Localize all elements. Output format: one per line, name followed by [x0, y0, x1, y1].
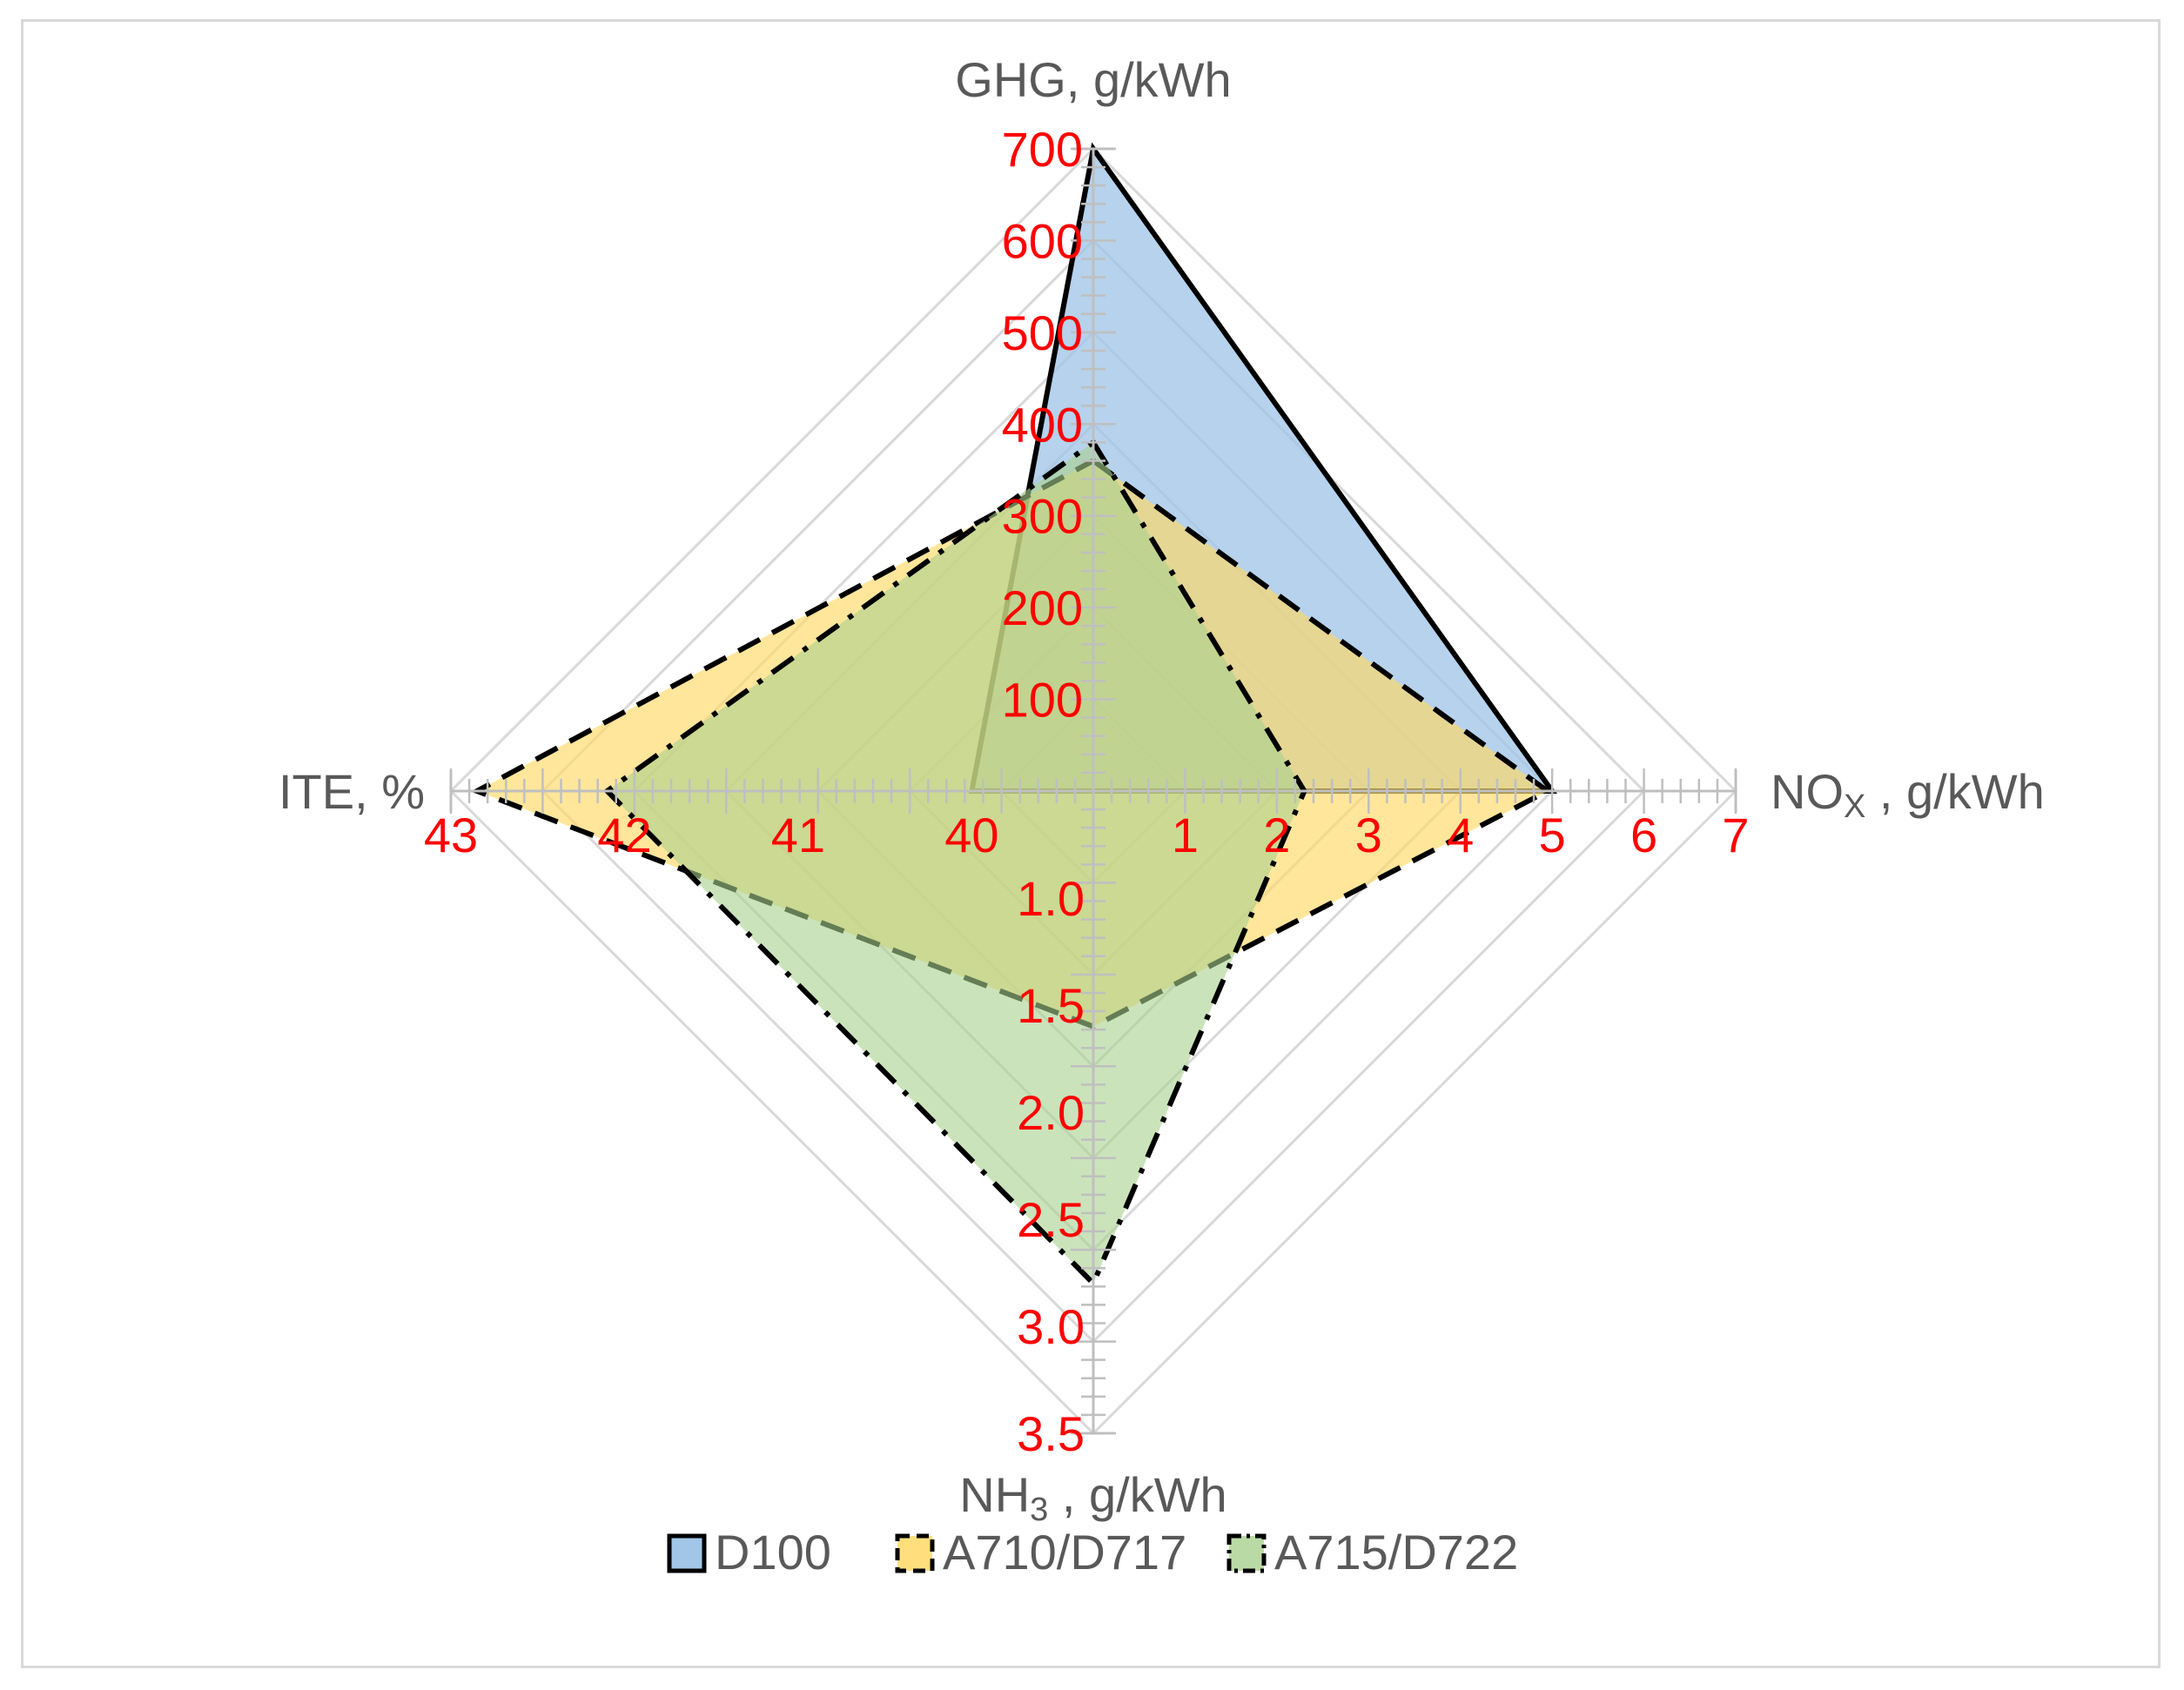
tick-label-ghg: 600 — [1002, 213, 1083, 268]
axis-title-main: NO — [1771, 764, 1844, 819]
tick-label-nox: 1 — [1172, 808, 1199, 862]
tick-label-ghg: 100 — [1002, 673, 1083, 728]
tick-label-nh3: 2.0 — [1017, 1085, 1085, 1140]
radar-chart: 100 200 300 400 500 600 700 1 2 3 4 5 6 7 1.0 1.5 2.0 2.5… — [279, 52, 2045, 1579]
tick-label-ite: 41 — [771, 808, 825, 862]
tick-label-ghg: 500 — [1002, 305, 1083, 360]
axis-title-nox: NOX , g/kWh — [1771, 764, 2045, 825]
axes — [449, 147, 1737, 1435]
axis-title-tail: , g/kWh — [1865, 764, 2044, 819]
axis-title-ghg: GHG, g/kWh — [955, 52, 1231, 107]
axis-title-nh3: NH3 , g/kWh — [959, 1467, 1226, 1528]
axis-title-ite: ITE, % — [279, 764, 425, 819]
legend-swatch-a710-d717 — [895, 1533, 935, 1573]
axis-title-subscript: 3 — [1030, 1492, 1048, 1528]
tick-label-nox: 3 — [1355, 808, 1382, 862]
tick-label-nh3: 1.5 — [1017, 978, 1085, 1033]
legend-swatch-d100 — [667, 1533, 707, 1573]
tick-label-nox: 2 — [1263, 808, 1290, 862]
tick-label-nh3: 3.5 — [1017, 1406, 1085, 1461]
tick-label-ite: 43 — [424, 808, 478, 862]
legend-label-d100: D100 — [715, 1525, 831, 1579]
axis-title-main: NH — [959, 1467, 1030, 1522]
axis-title-main: ITE, % — [279, 764, 425, 819]
tick-label-nh3: 2.5 — [1017, 1192, 1085, 1247]
legend-swatch-a715-d722 — [1226, 1533, 1267, 1573]
tick-label-nox: 5 — [1539, 808, 1566, 862]
tick-label-ghg: 400 — [1002, 397, 1083, 452]
legend-label-a710-d717: A710/D717 — [943, 1525, 1186, 1579]
tick-label-nh3: 3.0 — [1017, 1299, 1085, 1354]
axis-title-main: GHG, g/kWh — [955, 52, 1231, 107]
tick-label-nox: 4 — [1447, 808, 1474, 862]
tick-label-ite: 40 — [944, 808, 998, 862]
tick-label-ite: 42 — [597, 808, 651, 862]
series-layer — [470, 142, 1557, 1289]
tick-label-nox: 7 — [1722, 808, 1749, 862]
tick-label-ghg: 200 — [1002, 580, 1083, 635]
series-area-a715-d722 — [607, 442, 1305, 1284]
tick-label-ghg: 300 — [1002, 489, 1083, 544]
legend-label-a715-d722: A715/D722 — [1274, 1525, 1518, 1579]
tick-label-ghg: 700 — [1002, 122, 1083, 177]
tick-label-nox: 6 — [1630, 808, 1657, 862]
tick-label-nh3: 1.0 — [1017, 871, 1085, 926]
chart-frame: 100 200 300 400 500 600 700 1 2 3 4 5 6 7 1.0 1.5 2.0 2.5… — [21, 19, 2160, 1668]
legend: D100 A710/D717 A715/D722 — [667, 1525, 1518, 1579]
axis-title-subscript: X — [1844, 788, 1865, 825]
axis-title-tail: , g/kWh — [1048, 1467, 1226, 1522]
labels: 100 200 300 400 500 600 700 1 2 3 4 5 6 7 1.0 1.5 2.0 2.5… — [279, 52, 2045, 1528]
